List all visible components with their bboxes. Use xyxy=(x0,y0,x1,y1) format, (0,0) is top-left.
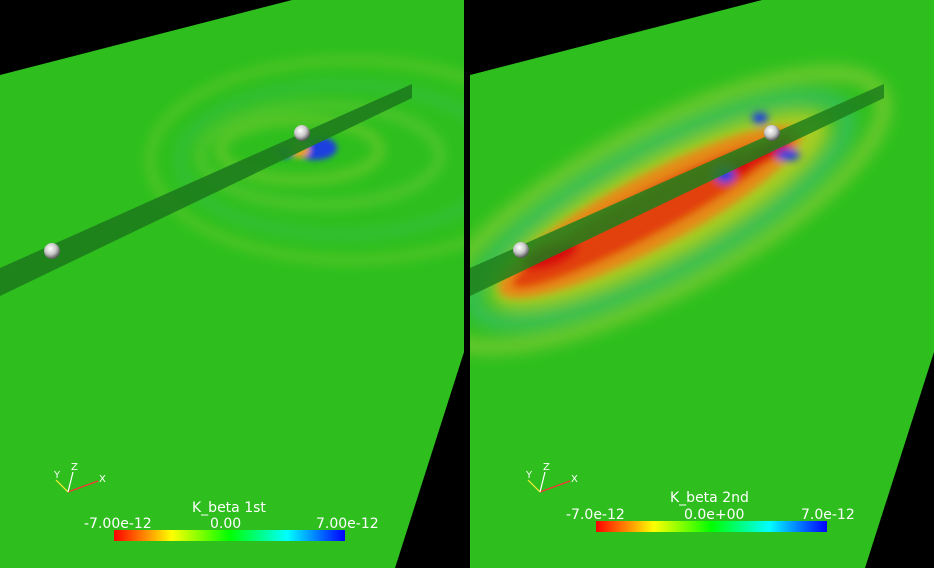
colorbar-title: K_beta 1st xyxy=(192,500,266,516)
left-render-viewport[interactable]: X Y Z K_beta 1st -7.00e-12 0.00 7.00e-12 xyxy=(0,0,464,568)
axis-y-label: Y xyxy=(525,470,533,481)
axis-z-label: Z xyxy=(543,462,550,473)
axis-y-label: Y xyxy=(53,470,61,481)
horizontal-slice-plane xyxy=(0,0,464,568)
source-sphere xyxy=(294,125,310,141)
kernel-1st-render: X Y Z xyxy=(0,0,464,568)
colorbar-max-label: 7.0e-12 xyxy=(801,507,855,523)
colorbar-min-label: -7.0e-12 xyxy=(566,507,625,523)
receiver-sphere xyxy=(513,242,529,258)
axis-x-label: X xyxy=(571,474,578,485)
kernel-2nd-render: X Y Z xyxy=(470,0,934,568)
colorbar-title: K_beta 2nd xyxy=(670,490,749,506)
receiver-sphere xyxy=(44,243,60,259)
orientation-axes: X Y Z xyxy=(525,462,578,493)
vertical-slice-plane xyxy=(470,84,884,296)
colorbar-mid-label: 0.0e+00 xyxy=(684,507,745,523)
vertical-slice-plane xyxy=(0,84,412,296)
colorbar-min-label: -7.00e-12 xyxy=(84,516,152,532)
right-render-viewport[interactable]: X Y Z K_beta 2nd -7.0e-12 0.0e+00 7.0e-1… xyxy=(470,0,934,568)
axis-z-label: Z xyxy=(71,462,78,473)
colorbar xyxy=(596,521,827,532)
colorbar-max-label: 7.00e-12 xyxy=(316,516,379,532)
orientation-axes: X Y Z xyxy=(53,462,106,493)
colorbar-mid-label: 0.00 xyxy=(210,516,242,532)
axis-x-label: X xyxy=(99,474,106,485)
source-sphere xyxy=(764,125,780,141)
colorbar xyxy=(114,530,345,541)
